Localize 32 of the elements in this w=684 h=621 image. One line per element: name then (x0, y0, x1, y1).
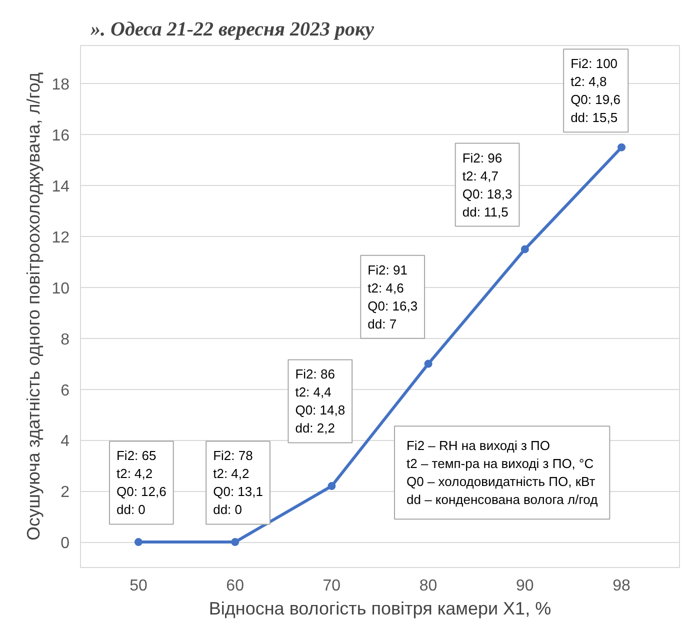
y-tick-label: 6 (60, 382, 70, 400)
point (328, 482, 336, 490)
y-tick-label: 16 (52, 128, 70, 145)
annotation: Fi2: 65 t2: 4,2 Q0: 12,6 dd: 0 (116, 448, 166, 518)
point (134, 538, 142, 546)
x-tick-label: 50 (130, 578, 148, 594)
annotation: Fi2: 86 t2: 4,4 Q0: 14,8 dd: 2,2 (295, 366, 346, 436)
chart-title: ». Одеса 21-22 вересня 2023 року (90, 18, 374, 40)
y-tick-label: 2 (60, 484, 70, 502)
annotation: Fi2: 91 t2: 4,6 Q0: 16,3 dd: 7 (368, 262, 418, 332)
point (424, 360, 432, 368)
x-tick-label: 80 (419, 578, 438, 594)
annotation: Fi2 – RH на виході з ПО t2 – темп-ра на виході з ПО, °C Q0 – холодовидатність ПО, кВт dd – конденсована волога л/год (406, 438, 598, 508)
y-tick-label: 4 (60, 433, 70, 450)
annotation: Fi2: 100 t2: 4,8 Q0: 19,6 dd: 15,5 (570, 56, 620, 126)
annotation: Fi2: 96 t2: 4,7 Q0: 18,3 dd: 11,5 (462, 150, 512, 220)
point (520, 245, 529, 254)
y-tick-label: 8 (60, 331, 70, 348)
point (618, 143, 626, 152)
y-tick-label: 0 (60, 535, 70, 552)
point (231, 538, 240, 546)
annotation: Fi2: 78 t2: 4,2 Q0: 13,1 dd: 0 (213, 448, 263, 518)
x-tick-label: 98 (612, 578, 631, 594)
y-tick-label: 10 (52, 280, 70, 298)
x-tick-label: 90 (516, 578, 534, 594)
x-tick-label: 60 (226, 578, 244, 594)
y-tick-label: 18 (52, 76, 70, 94)
y-axis-title: Осушуюча здатність одного повітроохолоджувача, л/год (24, 72, 44, 540)
x-tick-label: 70 (322, 578, 341, 594)
x-axis-title: Відносна вологість повітря камери X1, % (208, 598, 552, 618)
y-tick-label: 12 (52, 229, 70, 246)
y-tick-label: 14 (52, 178, 70, 196)
